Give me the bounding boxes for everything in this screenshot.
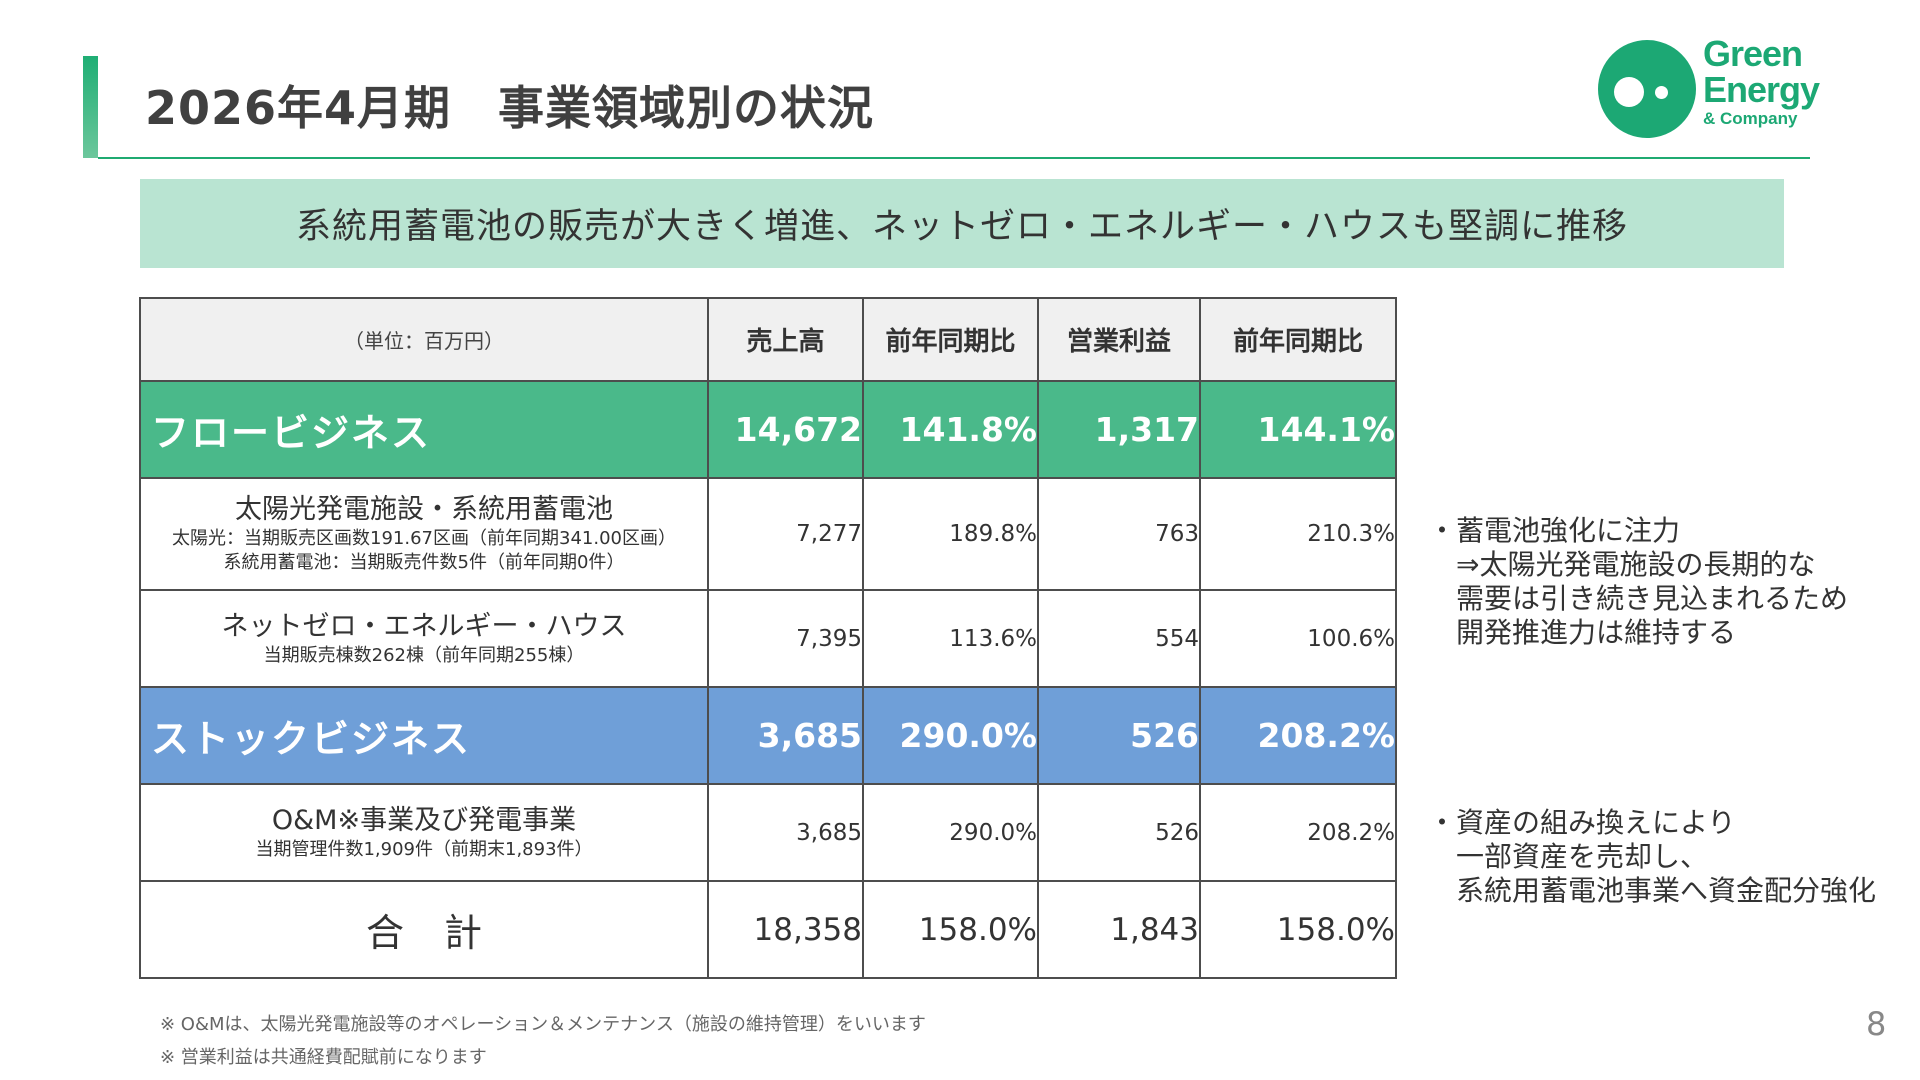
logo-text-line2: Energy — [1703, 69, 1820, 110]
footnote: ※ 営業利益は共通経費配賦前になります — [160, 1047, 487, 1068]
page-title: 2026年4月期 事業領域別の状況 — [145, 81, 875, 135]
cell-sales: 3,685 — [707, 686, 864, 785]
cell-sales: 14,672 — [707, 380, 864, 479]
logo-circle-icon — [1598, 40, 1696, 138]
segment-name: フロービジネス — [139, 380, 709, 479]
logo-text-line3: & Company — [1703, 109, 1798, 128]
cell-profit: 554 — [1037, 589, 1201, 688]
cell-profit: 526 — [1037, 686, 1201, 785]
subsegment-name: O&M※事業及び発電事業 — [271, 804, 577, 836]
segment-results-table: （単位：百万円） 売上高 前年同期比 営業利益 前年同期比 フロービジネス 14… — [139, 297, 1397, 979]
cell-sales-yoy: 290.0% — [862, 686, 1039, 785]
cell-sales: 7,277 — [707, 477, 864, 591]
cell-profit-yoy: 210.3% — [1199, 477, 1397, 591]
cell-profit: 763 — [1037, 477, 1201, 591]
footnote: ※ O&Mは、太陽光発電施設等のオペレーション＆メンテナンス（施設の維持管理）を… — [160, 1014, 926, 1035]
subsegment-note: 当期管理件数1,909件（前期末1,893件） — [255, 838, 593, 860]
summary-banner: 系統用蓄電池の販売が大きく増進、ネットゼロ・エネルギー・ハウスも堅調に推移 — [140, 179, 1784, 268]
table-row-om: O&M※事業及び発電事業 当期管理件数1,909件（前期末1,893件） 3,6… — [139, 783, 1397, 882]
table-row-flow-business: フロービジネス 14,672 141.8% 1,317 144.1% — [139, 380, 1397, 479]
cell-profit-yoy: 208.2% — [1199, 686, 1397, 785]
subsegment-name: 太陽光発電施設・系統用蓄電池 — [235, 494, 613, 525]
cell-profit-yoy: 144.1% — [1199, 380, 1397, 479]
cell-sales: 18,358 — [707, 880, 864, 979]
cell-sales-yoy: 113.6% — [862, 589, 1039, 688]
subsegment-note: 太陽光：当期販売区画数191.67区画（前年同期341.00区画） — [172, 528, 676, 549]
unit-label: （単位：百万円） — [139, 297, 709, 382]
table-row-zeh: ネットゼロ・エネルギー・ハウス 当期販売棟数262棟（前年同期255棟） 7,3… — [139, 589, 1397, 688]
title-accent-bar — [83, 56, 98, 158]
table-row-solar-battery: 太陽光発電施設・系統用蓄電池 太陽光：当期販売区画数191.67区画（前年同期3… — [139, 477, 1397, 591]
table-header-row: （単位：百万円） 売上高 前年同期比 営業利益 前年同期比 — [139, 297, 1397, 382]
subsegment-name: ネットゼロ・エネルギー・ハウス — [221, 610, 627, 642]
cell-profit: 1,843 — [1037, 880, 1201, 979]
subsegment-note: 系統用蓄電池：当期販売件数5件（前年同期0件） — [223, 552, 625, 573]
cell-profit: 1,317 — [1037, 380, 1201, 479]
cell-sales: 7,395 — [707, 589, 864, 688]
cell-profit-yoy: 208.2% — [1199, 783, 1397, 882]
title-divider — [98, 157, 1810, 159]
cell-sales-yoy: 141.8% — [862, 380, 1039, 479]
cell-sales: 3,685 — [707, 783, 864, 882]
header-profit-yoy: 前年同期比 — [1199, 297, 1397, 382]
header-sales-yoy: 前年同期比 — [862, 297, 1039, 382]
segment-name: ストックビジネス — [139, 686, 709, 785]
table-row-stock-business: ストックビジネス 3,685 290.0% 526 208.2% — [139, 686, 1397, 785]
total-label: 合計 — [139, 880, 709, 979]
header-operating-profit: 営業利益 — [1037, 297, 1201, 382]
company-logo: Green Energy & Company — [1598, 36, 1838, 140]
cell-profit-yoy: 158.0% — [1199, 880, 1397, 979]
cell-sales-yoy: 158.0% — [862, 880, 1039, 979]
cell-sales-yoy: 189.8% — [862, 477, 1039, 591]
table-row-total: 合計 18,358 158.0% 1,843 158.0% — [139, 880, 1397, 979]
page-number: 8 — [1866, 1005, 1887, 1043]
cell-sales-yoy: 290.0% — [862, 783, 1039, 882]
cell-profit: 526 — [1037, 783, 1201, 882]
logo-text-line1: Green — [1703, 33, 1803, 74]
side-note-battery: ・蓄電池強化に注力 ⇒太陽光発電施設の長期的な 需要は引き続き見込まれるため 開… — [1428, 514, 1849, 649]
header-sales: 売上高 — [707, 297, 864, 382]
cell-profit-yoy: 100.6% — [1199, 589, 1397, 688]
side-note-assets: ・資産の組み換えにより 一部資産を売却し、 系統用蓄電池事業へ資金配分強化 — [1428, 806, 1877, 907]
subsegment-note: 当期販売棟数262棟（前年同期255棟） — [263, 644, 585, 666]
